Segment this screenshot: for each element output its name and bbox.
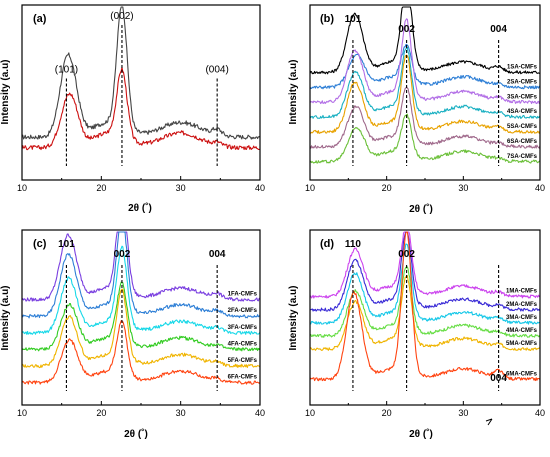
x-tick-label: 10: [305, 408, 315, 418]
legend-entry-1sa-cmfs: 1SA-CMFs: [507, 65, 538, 71]
peak-label-1: 002: [398, 24, 415, 35]
panel-letter: (c): [33, 238, 47, 250]
legend-entry-3fa-cmfs: 3FA-CMFs: [228, 325, 258, 331]
x-tick-label: 20: [96, 183, 106, 193]
peak-label-2: (004): [205, 65, 228, 76]
x-tick-label: 30: [176, 408, 186, 418]
y-axis-label: Intensity (a.u): [288, 59, 299, 124]
series-line-2sa-cmfs: [309, 43, 541, 90]
panel-letter: (a): [33, 13, 47, 25]
peak-label-0: 101: [58, 239, 75, 250]
legend-entry-2fa-cmfs: 2FA-CMFs: [228, 308, 258, 314]
x-tick-label: 20: [382, 408, 392, 418]
legend-entry-3sa-cmfs: 3SA-CMFs: [507, 94, 538, 100]
peak-label-0: (101): [55, 65, 78, 76]
series-line-2fa-cmfs: [21, 231, 261, 319]
series-line-4ma-cmfs: [309, 266, 541, 338]
series-line-trace-0: [21, 6, 261, 140]
chart-panel-3: 110 002 004 1MA-CMFs 2MA-CMFs 3MA-CMFs 4MA-CMF…: [288, 229, 545, 440]
series-line-5sa-cmfs: [309, 54, 541, 134]
x-tick-label: 40: [535, 408, 545, 418]
x-tick-label: 30: [458, 183, 468, 193]
y-axis-label: Intensity (a.u): [0, 59, 11, 124]
legend-entry-3ma-cmfs: 3MA-CMFs: [506, 315, 538, 321]
x-axis-label: 2θ (˚): [409, 203, 433, 215]
series-line-3sa-cmfs: [309, 18, 541, 105]
series-line-6fa-cmfs: [21, 320, 261, 385]
legend-entry-1ma-cmfs: 1MA-CMFs: [506, 289, 538, 295]
series-line-3fa-cmfs: [21, 245, 261, 335]
x-tick-label: 40: [535, 183, 545, 193]
legend-entry-6sa-cmfs: 6SA-CMFs: [507, 139, 538, 145]
series-line-1sa-cmfs: [309, 6, 541, 75]
legend-entry-5fa-cmfs: 5FA-CMFs: [228, 358, 258, 364]
x-tick-label: 10: [305, 183, 315, 193]
x-axis-label-a: 2θ (˚): [128, 202, 152, 214]
y-axis-label: Intensity (a.u): [0, 285, 11, 350]
chart-panel-1: 101 002 004 1SA-CMFs 2SA-CMFs 3SA-CMFs 4SA-CMF…: [288, 4, 545, 215]
arrow-icon: [485, 418, 493, 426]
legend-entry-2ma-cmfs: 2MA-CMFs: [506, 302, 538, 308]
x-tick-label: 20: [96, 408, 106, 418]
x-tick-label: 30: [458, 408, 468, 418]
panel-letter: (b): [320, 13, 334, 25]
y-axis-label: Intensity (a.u): [288, 285, 299, 350]
legend-entry-5ma-cmfs: 5MA-CMFs: [506, 341, 538, 347]
legend-entry-6ma-cmfs: 6MA-CMFs: [506, 371, 538, 377]
series-line-5fa-cmfs: [21, 288, 261, 369]
series-line-6sa-cmfs: [309, 86, 541, 149]
x-tick-label: 10: [17, 183, 27, 193]
series-line-7sa-cmfs: [309, 113, 541, 164]
series-line-2ma-cmfs: [309, 231, 541, 312]
peak-label-0: 110: [345, 239, 362, 250]
x-tick-label: 40: [255, 183, 265, 193]
x-tick-label: 40: [255, 408, 265, 418]
chart-panel-2: 101 002 004 1FA-CMFs 2FA-CMFs 3FA-CMFs 4FA-CMF…: [0, 229, 265, 440]
legend-entry-4ma-cmfs: 4MA-CMFs: [506, 328, 538, 334]
x-tick-label: 10: [17, 408, 27, 418]
series-line-trace-1: [21, 66, 261, 151]
legend-entry-4fa-cmfs: 4FA-CMFs: [228, 341, 258, 347]
series-line-6ma-cmfs: [309, 231, 541, 382]
series-line-1fa-cmfs: [21, 231, 260, 302]
panel-letter: (d): [320, 238, 334, 250]
series-line-3ma-cmfs: [310, 243, 540, 325]
series-line-4fa-cmfs: [21, 281, 261, 352]
x-axis-label: 2θ (˚): [124, 428, 148, 440]
legend-entry-2sa-cmfs: 2SA-CMFs: [507, 79, 538, 85]
legend-entry-6fa-cmfs: 6FA-CMFs: [228, 375, 258, 381]
legend-entry-5sa-cmfs: 5SA-CMFs: [507, 124, 538, 130]
peak-label-2: 004: [490, 24, 507, 35]
peak-label-2: 004: [209, 249, 226, 260]
peak-label-1: (002): [110, 11, 133, 22]
x-axis-label: 2θ (˚): [409, 428, 433, 440]
peak-label-1: 002: [114, 249, 131, 260]
plot-frame: [21, 4, 261, 181]
legend-entry-4sa-cmfs: 4SA-CMFs: [507, 109, 538, 115]
series-line-1ma-cmfs: [309, 231, 541, 299]
x-tick-label: 20: [382, 183, 392, 193]
chart-panel-0: (101) (002) (004) 10 20 30 40 (a) Intensity (a.u…: [0, 4, 265, 193]
x-tick-label: 30: [176, 183, 186, 193]
legend-entry-1fa-cmfs: 1FA-CMFs: [228, 292, 258, 298]
peak-label-0: 101: [345, 14, 362, 25]
peak-label-2: 004: [490, 373, 507, 384]
peak-label-1: 002: [398, 249, 415, 260]
legend-entry-7sa-cmfs: 7SA-CMFs: [507, 154, 538, 160]
series-line-4sa-cmfs: [309, 46, 541, 119]
